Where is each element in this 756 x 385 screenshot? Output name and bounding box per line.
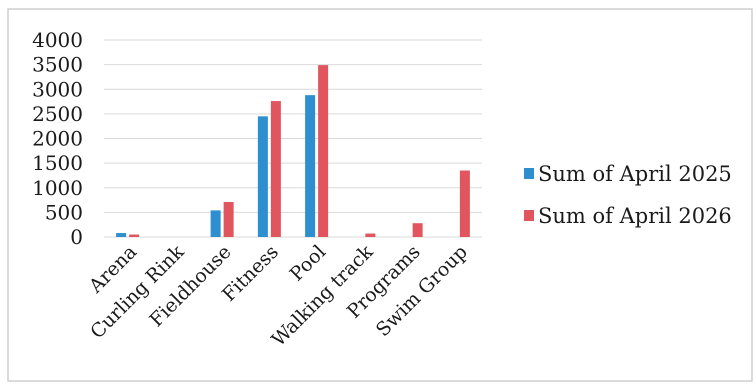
legend-swatch: [524, 168, 534, 179]
y-tick-label: 0: [70, 225, 83, 249]
y-tick-label: 1000: [32, 176, 83, 200]
y-tick-label: 500: [45, 200, 83, 224]
chart-border: [7, 8, 753, 382]
bar-april-2025-fieldhouse: [210, 210, 221, 237]
bar-april-2026-walking-track: [365, 233, 376, 237]
y-tick-label: 3000: [32, 77, 83, 101]
bar-april-2026-swim-group: [459, 170, 470, 237]
gridlines: [104, 39, 482, 238]
bar-april-2025-fitness: [257, 116, 268, 237]
legend-label: Sum of April 2026: [538, 204, 732, 228]
legend: Sum of April 2025 Sum of April 2026: [524, 162, 732, 228]
y-tick-label: 3500: [32, 53, 83, 77]
bar-april-2026-fieldhouse: [223, 202, 234, 237]
y-tick-label: 2500: [32, 102, 83, 126]
bar-april-2025-pool: [305, 95, 316, 237]
legend-swatch: [524, 210, 534, 221]
y-tick-label: 4000: [32, 28, 83, 52]
bar-april-2026-arena: [129, 234, 140, 237]
legend-label: Sum of April 2025: [538, 162, 732, 186]
y-tick-label: 1500: [32, 151, 83, 175]
bars: [116, 65, 470, 238]
bar-april-2026-pool: [318, 65, 329, 238]
bar-april-2025-arena: [116, 233, 127, 237]
y-tick-label: 2000: [32, 127, 83, 151]
bar-april-2026-programs: [412, 223, 423, 237]
bar-april-2026-fitness: [270, 101, 281, 237]
